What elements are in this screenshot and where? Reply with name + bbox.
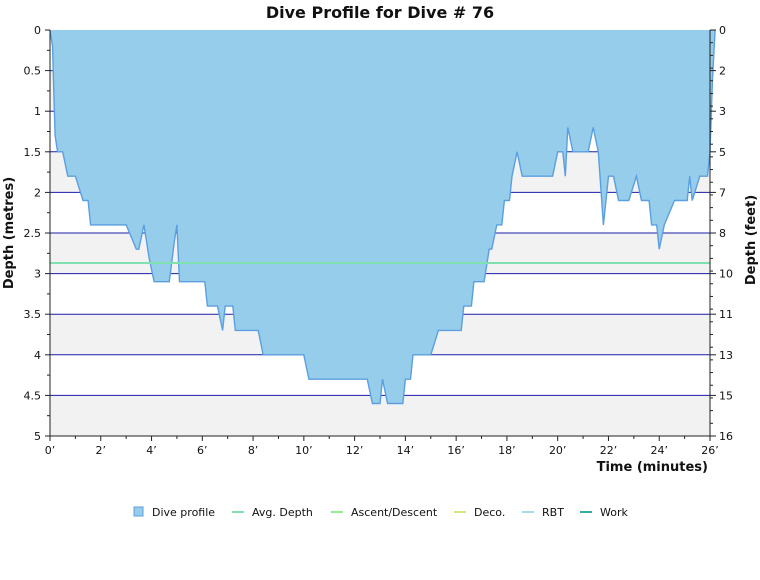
legend-label: RBT — [542, 506, 564, 519]
x-tick-label: 14’ — [397, 444, 415, 457]
y-tick-label-right: 15 — [719, 389, 733, 402]
x-tick-label: 12’ — [346, 444, 364, 457]
y-axis-left-title: Depth (metres) — [2, 177, 17, 289]
y-tick-label-left: 0 — [34, 24, 41, 37]
y-tick-label-right: 16 — [719, 430, 733, 443]
y-tick-label-left: 2.5 — [24, 227, 42, 240]
y-axis-right-title: Depth (feet) — [744, 195, 759, 285]
legend-swatch — [133, 506, 144, 517]
x-tick-label: 16’ — [447, 444, 465, 457]
legend-label: Deco. — [474, 506, 505, 519]
x-tick-label: 20’ — [549, 444, 567, 457]
x-tick-label: 2’ — [96, 444, 107, 457]
y-axis-right-ticks: 0 2 3 5 7 8 10 11 13 15 16 — [710, 24, 733, 443]
y-tick-label-right: 5 — [719, 146, 726, 159]
y-tick-label-left: 1 — [34, 105, 41, 118]
x-tick-label: 6’ — [197, 444, 208, 457]
y-tick-label-right: 11 — [719, 308, 733, 321]
chart-title: Dive Profile for Dive # 76 — [266, 3, 494, 22]
legend-label: Ascent/Descent — [351, 506, 438, 519]
y-tick-label-left: 5 — [34, 430, 41, 443]
y-tick-label-right: 13 — [719, 349, 733, 362]
y-tick-label-left: 3.5 — [24, 308, 42, 321]
x-axis-title: Time (minutes) — [597, 460, 708, 475]
x-tick-label: 10’ — [295, 444, 313, 457]
y-tick-label-left: 0.5 — [24, 65, 42, 78]
x-tick-label: 24’ — [650, 444, 668, 457]
y-tick-label-right: 8 — [719, 227, 726, 240]
y-tick-label-left: 4.5 — [24, 389, 42, 402]
y-tick-label-left: 2 — [34, 186, 41, 199]
y-tick-label-right: 7 — [719, 186, 726, 199]
y-tick-label-right: 2 — [719, 65, 726, 78]
legend-label: Work — [600, 506, 628, 519]
legend-label: Avg. Depth — [252, 506, 313, 519]
y-tick-label-left: 4 — [34, 349, 41, 362]
y-tick-label-right: 3 — [719, 105, 726, 118]
x-tick-label: 22’ — [600, 444, 618, 457]
y-axis-left-ticks: 0 0.5 1 1.5 2 2.5 3 3.5 4 4.5 5 — [24, 24, 50, 443]
x-tick-label: 8’ — [248, 444, 259, 457]
y-tick-label-left: 3 — [34, 268, 41, 281]
y-tick-label-right: 0 — [719, 24, 726, 37]
legend-label: Dive profile — [152, 506, 215, 519]
dive-profile-line — [49, 29, 716, 405]
y-tick-label-left: 1.5 — [24, 146, 42, 159]
legend: Dive profile Avg. Depth Ascent/Descent Deco… — [133, 506, 628, 519]
x-tick-label: 18’ — [498, 444, 516, 457]
dive-profile-area — [50, 30, 716, 404]
y-tick-label-right: 10 — [719, 268, 733, 281]
plot-area — [49, 29, 716, 405]
x-tick-label: 0’ — [45, 444, 56, 457]
x-axis-ticks: 0’ 2’ 4’ 6’ 8’ 10’ 12’ 14’ 16’ 18’ 20’ 22’ 24’ 26’ — [45, 436, 719, 457]
x-tick-label: 4’ — [146, 444, 157, 457]
x-tick-label: 26’ — [701, 444, 719, 457]
